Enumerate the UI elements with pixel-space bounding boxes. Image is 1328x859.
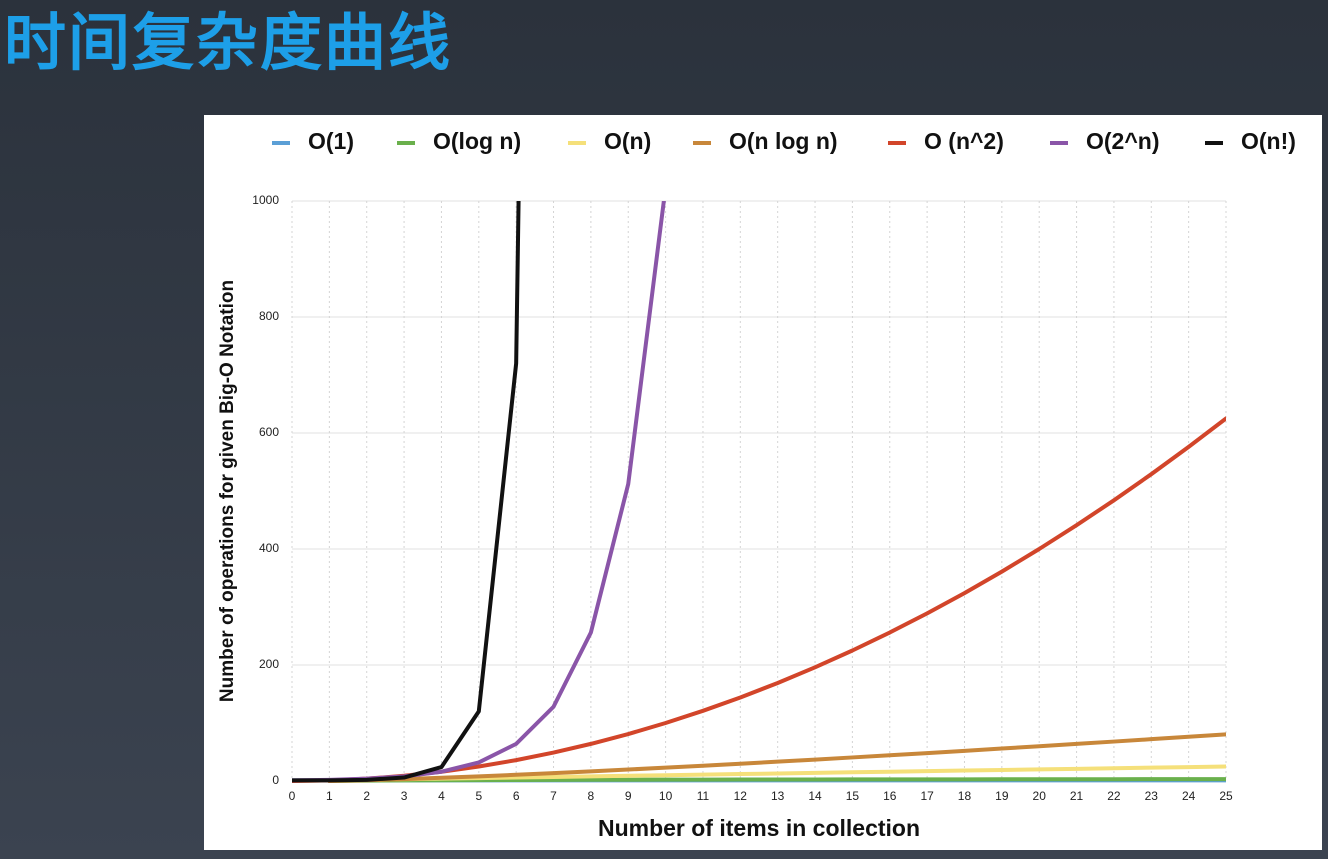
x-tick-label: 1 — [326, 789, 333, 803]
x-tick-label: 11 — [697, 789, 710, 803]
y-tick-label: 800 — [259, 309, 279, 323]
legend-label: O(2^n) — [1086, 128, 1159, 154]
slide-title: 时间复杂度曲线 — [4, 6, 453, 79]
x-tick-label: 23 — [1145, 789, 1159, 803]
x-axis-label: Number of items in collection — [598, 815, 920, 841]
x-tick-label: 19 — [995, 789, 1009, 803]
y-axis-label: Number of operations for given Big-O Not… — [217, 280, 238, 702]
legend-label: O(n log n) — [729, 128, 838, 154]
x-tick-label: 2 — [363, 789, 370, 803]
x-tick-label: 15 — [846, 789, 860, 803]
x-tick-label: 20 — [1033, 789, 1047, 803]
legend-label: O(log n) — [433, 128, 521, 154]
x-tick-label: 24 — [1182, 789, 1196, 803]
x-tick-label: 0 — [289, 789, 296, 803]
legend-label: O(n!) — [1241, 128, 1296, 154]
plot-area — [292, 201, 1226, 783]
x-tick-label: 21 — [1070, 789, 1084, 803]
y-tick-label: 1000 — [252, 193, 279, 207]
legend-label: O(n) — [604, 128, 651, 154]
y-tick-label: 600 — [259, 425, 279, 439]
x-tick-label: 18 — [958, 789, 972, 803]
chart-panel — [204, 115, 1322, 850]
x-tick-label: 4 — [438, 789, 445, 803]
y-tick-label: 400 — [259, 541, 279, 555]
x-tick-label: 16 — [883, 789, 897, 803]
legend-label: O (n^2) — [924, 128, 1004, 154]
x-tick-label: 13 — [771, 789, 785, 803]
x-tick-label: 14 — [808, 789, 822, 803]
x-tick-label: 3 — [401, 789, 408, 803]
legend-label: O(1) — [308, 128, 354, 154]
x-tick-label: 5 — [475, 789, 482, 803]
x-tick-label: 22 — [1107, 789, 1121, 803]
x-tick-label: 25 — [1219, 789, 1233, 803]
x-tick-label: 8 — [588, 789, 595, 803]
x-tick-label: 7 — [550, 789, 557, 803]
x-tick-label: 6 — [513, 789, 520, 803]
x-tick-label: 17 — [920, 789, 934, 803]
y-tick-label: 200 — [259, 657, 279, 671]
x-tick-label: 10 — [659, 789, 673, 803]
line-series — [292, 201, 521, 783]
y-tick-label: 0 — [272, 773, 279, 787]
x-tick-label: 12 — [734, 789, 748, 803]
line-series — [327, 732, 1226, 783]
x-tick-label: 9 — [625, 789, 632, 803]
